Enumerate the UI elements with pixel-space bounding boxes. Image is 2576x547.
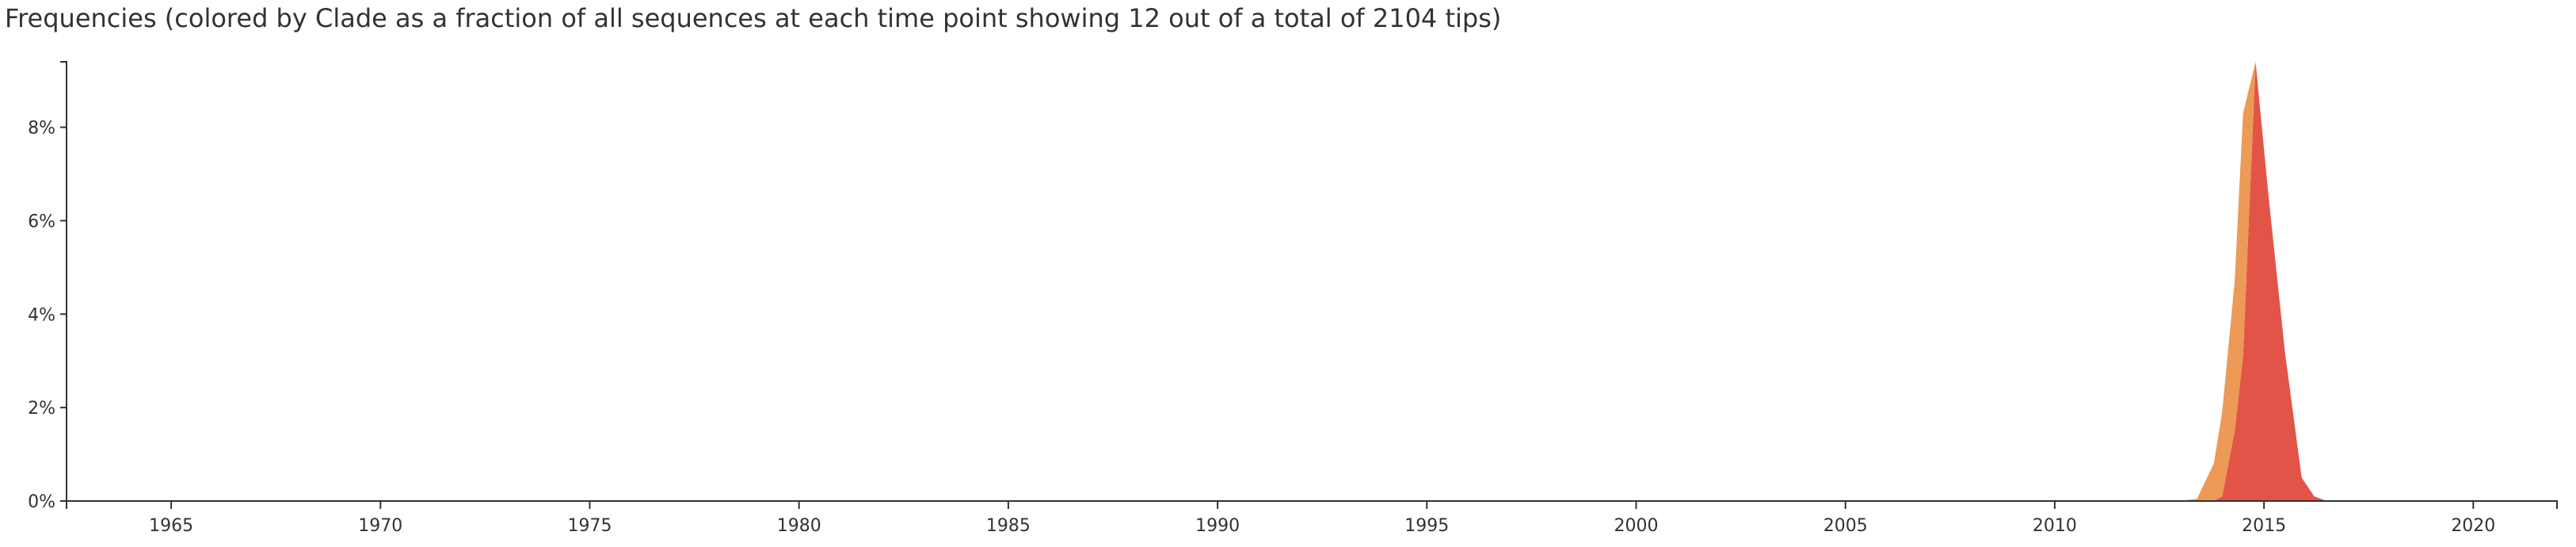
x-axis: 1965 1970 1975 1980 1985 1990 1995 2000 2005 2010…: [66, 500, 2558, 536]
y-tick-label: 0%: [28, 492, 55, 512]
x-tick-label: 1970: [358, 516, 402, 536]
x-axis-line: [66, 500, 2558, 509]
x-tick-label: 1965: [149, 516, 193, 536]
chart-title: Frequencies (colored by Clade as a fract…: [5, 3, 1502, 33]
area-series-1[interactable]: [2180, 62, 2327, 501]
x-tick-label: 1975: [568, 516, 612, 536]
x-tick-label: 1980: [777, 516, 821, 536]
y-tick-label: 4%: [28, 305, 55, 325]
x-tick-label: 2010: [2033, 516, 2077, 536]
y-tick-label: 8%: [28, 119, 55, 139]
x-tick-label: 2000: [1614, 516, 1659, 536]
x-tick-label: 2020: [2451, 516, 2495, 536]
x-tick-label: 1990: [1195, 516, 1240, 536]
x-tick-label: 1985: [986, 516, 1031, 536]
y-axis: 0% 2% 4% 6% 8%: [28, 61, 67, 512]
frequency-areas: [2180, 62, 2327, 501]
x-tick-label: 1995: [1404, 516, 1449, 536]
x-tick-label: 2015: [2242, 516, 2286, 536]
y-tick-label: 6%: [28, 212, 55, 231]
y-tick-label: 2%: [28, 399, 55, 419]
x-tick-label: 2005: [1823, 516, 1868, 536]
